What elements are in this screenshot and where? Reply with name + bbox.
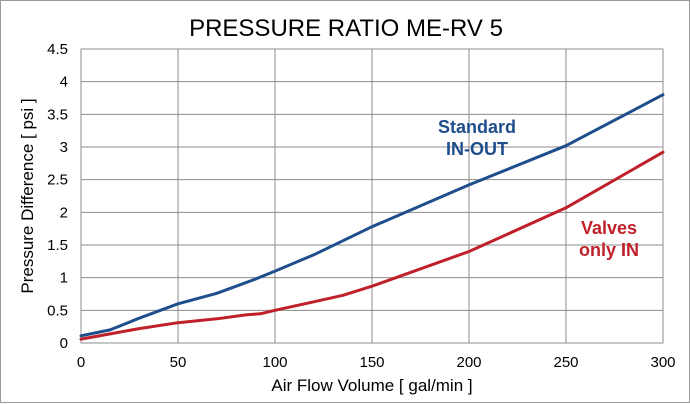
y-tick-label: 0 bbox=[60, 335, 68, 352]
x-tick-label: 300 bbox=[650, 354, 675, 371]
y-tick-label: 0.5 bbox=[47, 302, 68, 319]
series-line-standard-in-out bbox=[79, 93, 665, 338]
y-tick-label: 3.5 bbox=[47, 106, 68, 123]
y-tick-label: 3 bbox=[60, 139, 68, 156]
y-tick-label: 4 bbox=[60, 74, 68, 91]
x-tick-label: 0 bbox=[77, 354, 85, 371]
series-label-line: Valves bbox=[581, 218, 637, 238]
y-tick-label: 1.5 bbox=[47, 237, 68, 254]
grid-layer bbox=[80, 48, 664, 344]
y-tick-label: 2.5 bbox=[47, 172, 68, 189]
x-tick-label: 150 bbox=[359, 354, 384, 371]
series-label-line: IN-OUT bbox=[446, 139, 508, 159]
y-axis-label: Pressure Difference [ psi ] bbox=[18, 98, 37, 293]
y-tick-label: 2 bbox=[60, 204, 68, 221]
x-axis-label: Air Flow Volume [ gal/min ] bbox=[271, 376, 472, 395]
plot-area-border bbox=[80, 48, 664, 344]
series-label-layer: Standard IN-OUT Valves only IN bbox=[438, 117, 639, 260]
series-layer bbox=[79, 93, 665, 341]
x-tick-label: 250 bbox=[553, 354, 578, 371]
x-tick-label: 50 bbox=[170, 354, 187, 371]
series-label-line: only IN bbox=[579, 240, 639, 260]
tick-layer: 0 50 100 150 200 250 300 0 0.5 1 1.5 2 2.5 3 3.5 4 4.5 bbox=[47, 41, 675, 371]
x-tick-label: 100 bbox=[262, 354, 287, 371]
y-tick-label: 1 bbox=[60, 270, 68, 287]
series-line-valves-only-in bbox=[79, 150, 665, 341]
y-tick-label: 4.5 bbox=[47, 41, 68, 58]
series-label-standard-in-out: Standard IN-OUT bbox=[438, 117, 516, 159]
series-label-line: Standard bbox=[438, 117, 516, 137]
series-label-valves-only-in: Valves only IN bbox=[579, 218, 639, 260]
x-tick-label: 200 bbox=[456, 354, 481, 371]
chart-title: PRESSURE RATIO ME-RV 5 bbox=[189, 15, 503, 42]
